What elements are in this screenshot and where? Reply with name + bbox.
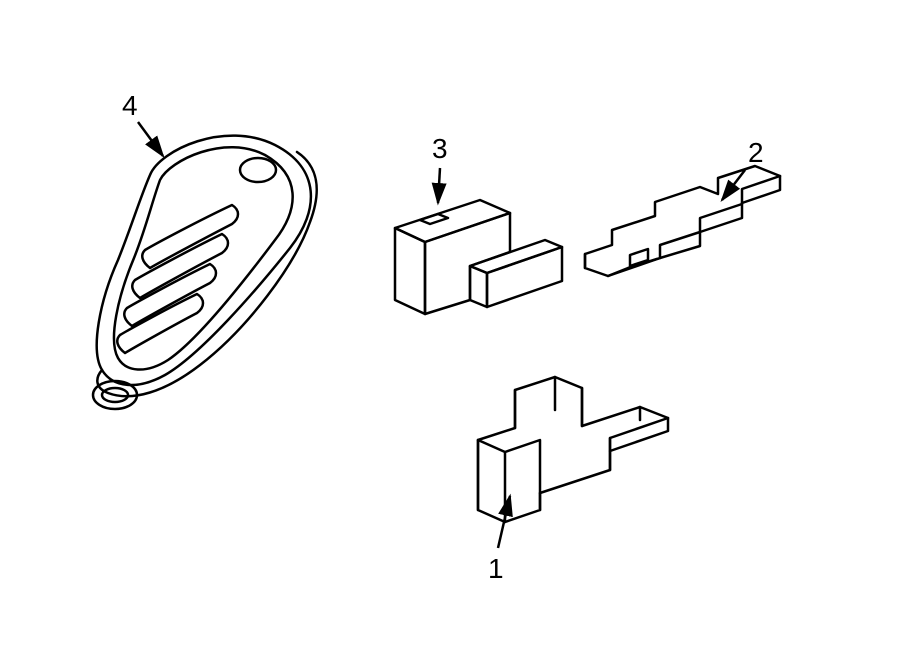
callouts: 1 2 3 4 <box>122 90 764 584</box>
callout-label-3: 3 <box>432 133 448 164</box>
callout-label-2: 2 <box>748 137 764 168</box>
callout-label-4: 4 <box>122 90 138 121</box>
callout-label-1: 1 <box>488 553 504 584</box>
part-2-clip <box>585 166 780 276</box>
part-3-key-insert <box>395 200 562 314</box>
part-4-key-fob <box>93 136 317 409</box>
callout-arrow-3 <box>438 168 440 203</box>
callout-arrow-4 <box>138 122 163 156</box>
part-1-bracket <box>478 377 668 522</box>
parts-diagram: 1 2 3 4 <box>0 0 900 661</box>
